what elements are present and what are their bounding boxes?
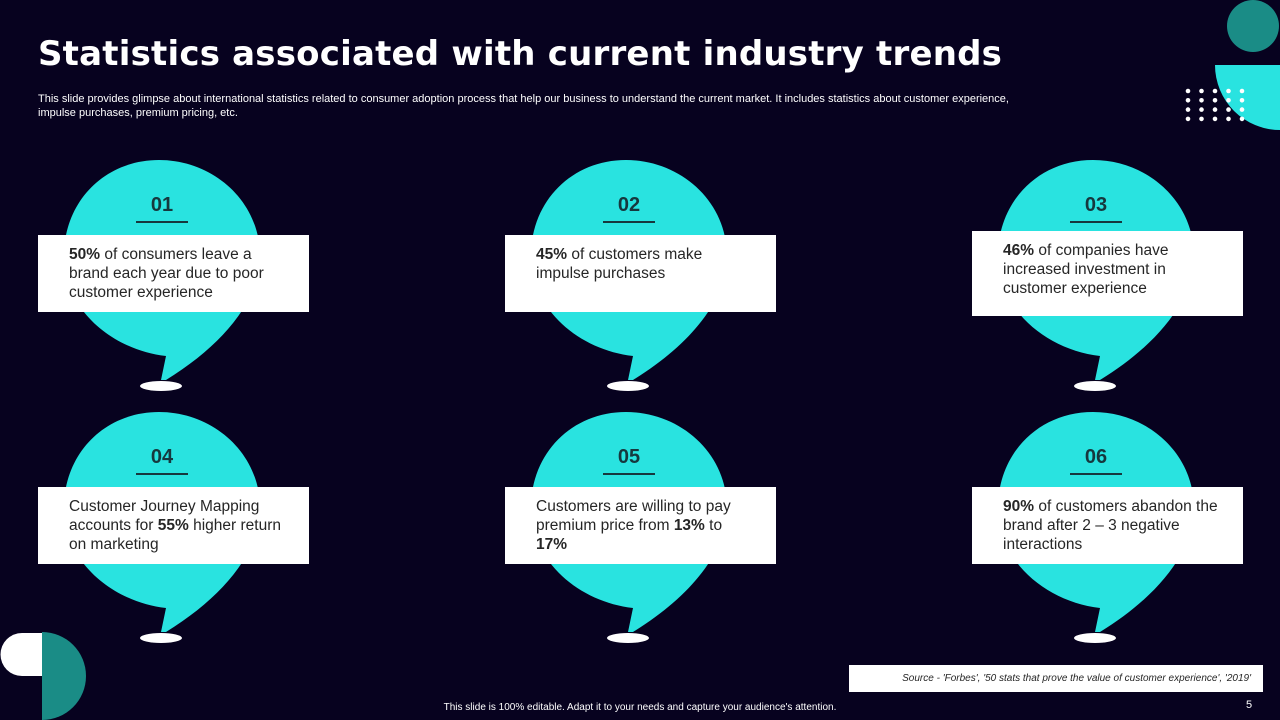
- stat-text-part: of customers make impulse purchases: [536, 246, 703, 282]
- decorative-dot: [1212, 98, 1218, 103]
- slide-title: Statistics associated with current indus…: [38, 34, 1003, 74]
- source-citation: Source - 'Forbes', '50 stats that prove …: [849, 665, 1263, 692]
- decorative-dot: [1226, 107, 1231, 112]
- stat-highlight: 55%: [157, 517, 189, 534]
- stat-card-06: 06 90% of customers abandon the brand af…: [972, 412, 1244, 652]
- stat-number: 04: [136, 446, 188, 475]
- decorative-shapes-bottom-left: [0, 632, 86, 720]
- decorative-dot: [1239, 107, 1245, 112]
- stat-text-part: higher return on marketing: [69, 517, 281, 553]
- stat-number: 02: [603, 194, 655, 223]
- decorative-dot: [1199, 107, 1204, 112]
- stat-card-03: 03 46% of companies have increased inves…: [972, 160, 1244, 400]
- stat-highlight: 17%: [536, 536, 568, 553]
- stat-text: 46% of companies have increased investme…: [972, 231, 1243, 316]
- decorative-dot: [1226, 88, 1231, 94]
- footer-note: This slide is 100% editable. Adapt it to…: [443, 702, 837, 713]
- stat-card-04: 04 Customer Journey Mapping accounts for…: [38, 412, 310, 652]
- decorative-dot: [1185, 116, 1191, 122]
- decorative-dot: [1199, 98, 1204, 103]
- decorative-dot: [1212, 116, 1218, 122]
- decorative-dot: [1239, 98, 1245, 103]
- slide-subtitle: This slide provides glimpse about intern…: [38, 93, 1009, 119]
- stat-text-part: of customers abandon the brand after 2 –…: [1003, 498, 1218, 553]
- stat-card-01: 01 50% of consumers leave a brand each y…: [38, 160, 310, 400]
- stat-text-part: to: [704, 517, 723, 534]
- stat-highlight: 13%: [673, 517, 705, 534]
- decorative-dot: [1239, 116, 1245, 122]
- decorative-dot: [1239, 88, 1245, 94]
- decorative-dot: [1185, 88, 1191, 94]
- decorative-dot: [1199, 88, 1204, 94]
- decorative-dot: [1185, 107, 1191, 112]
- stat-text-part: Customers are willing to pay premium pri…: [536, 498, 731, 534]
- stat-highlight: 50%: [69, 246, 101, 263]
- decorative-dot: [1199, 116, 1204, 122]
- stat-number: 03: [1070, 194, 1122, 223]
- stat-text-part: of consumers leave a brand each year due…: [69, 246, 264, 301]
- decorative-dot: [1212, 107, 1218, 112]
- stat-number: 01: [136, 194, 188, 223]
- decorative-dot: [1185, 98, 1191, 103]
- dot-grid-decoration: [1185, 88, 1245, 122]
- decorative-circle-top-right: [1215, 0, 1280, 130]
- stat-number: 05: [603, 446, 655, 475]
- decorative-dot: [1226, 116, 1231, 122]
- decorative-dot: [1212, 88, 1218, 94]
- stat-highlight: 46%: [1003, 242, 1035, 259]
- stat-highlight: 90%: [1003, 498, 1035, 515]
- stat-number: 06: [1070, 446, 1122, 475]
- stat-text: Customer Journey Mapping accounts for 55…: [38, 487, 309, 564]
- stat-text: 50% of consumers leave a brand each year…: [38, 235, 309, 312]
- decorative-dot: [1226, 98, 1231, 103]
- stat-text-part: Customer Journey Mapping accounts for: [69, 498, 260, 534]
- stat-highlight: 45%: [536, 246, 568, 263]
- stat-text: Customers are willing to pay premium pri…: [505, 487, 776, 564]
- stat-card-02: 02 45% of customers make impulse purchas…: [505, 160, 777, 400]
- page-number: 5: [1246, 699, 1253, 711]
- stat-text: 45% of customers make impulse purchases: [505, 235, 776, 312]
- stat-text-part: of companies have increased investment i…: [1003, 242, 1169, 297]
- stat-card-05: 05 Customers are willing to pay premium …: [505, 412, 777, 652]
- stat-text: 90% of customers abandon the brand after…: [972, 487, 1243, 564]
